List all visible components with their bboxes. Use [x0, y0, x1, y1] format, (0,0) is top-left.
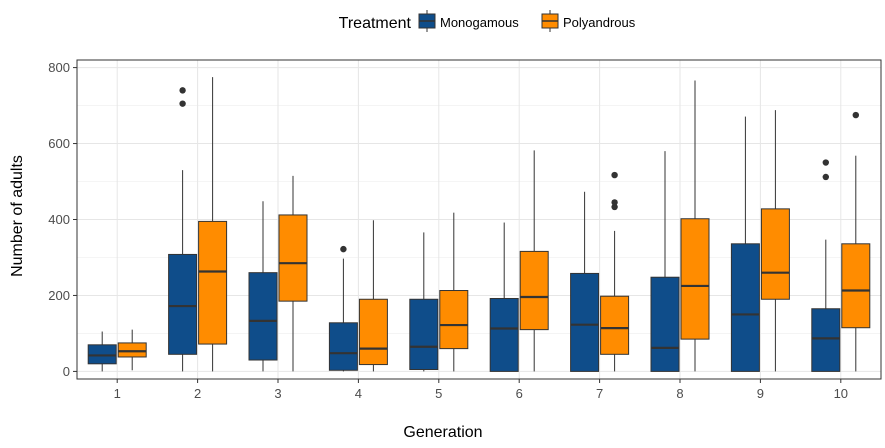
box-monogamous [87, 344, 117, 365]
x-tick-label: 9 [757, 386, 764, 401]
outlier-point [822, 173, 829, 181]
box-monogamous [409, 298, 439, 371]
x-tick-label: 5 [435, 386, 442, 401]
plot-area: 0 200 400 600 800 1 2 3 4 5 6 7 8 9 10 [48, 59, 882, 401]
box-polyandrous [841, 243, 871, 329]
box-monogamous [811, 308, 841, 372]
box-monogamous [328, 322, 358, 371]
legend-label-polyandrous: Polyandrous [563, 15, 636, 30]
box-polyandrous [198, 220, 228, 345]
x-tick-label: 4 [355, 386, 362, 401]
box-monogamous [570, 272, 600, 372]
outlier-point [611, 171, 618, 179]
outlier-point [611, 199, 618, 206]
y-axis-label: Number of adults [9, 155, 26, 277]
outlier-point [179, 87, 186, 94]
legend-title: Treatment [339, 15, 412, 32]
x-tick-label: 2 [194, 386, 201, 401]
outlier-point [340, 245, 347, 253]
y-tick-label: 800 [48, 60, 70, 75]
box-polyandrous [600, 295, 630, 355]
x-tick-label: 8 [676, 386, 683, 401]
x-axis-label: Generation [403, 424, 482, 441]
box-polyandrous [760, 208, 790, 300]
x-tick-label: 3 [274, 386, 281, 401]
outlier-point [822, 159, 829, 166]
box-monogamous [168, 253, 198, 355]
box-monogamous [650, 276, 680, 372]
box-polyandrous [278, 214, 308, 302]
x-tick-label: 10 [834, 386, 848, 401]
outlier-point [611, 203, 618, 211]
box-polyandrous [358, 298, 388, 366]
box-monogamous [489, 297, 519, 372]
x-tick-label: 1 [114, 386, 121, 401]
y-tick-label: 200 [48, 288, 70, 303]
box-monogamous [248, 272, 278, 361]
x-tick-label: 6 [516, 386, 523, 401]
outlier-point [179, 100, 186, 107]
box-monogamous [730, 243, 760, 372]
legend: Treatment Monogamous Polyandrous [339, 10, 636, 32]
y-tick-label: 400 [48, 212, 70, 227]
box-polyandrous [439, 290, 469, 350]
y-tick-label: 0 [63, 364, 70, 379]
box-polyandrous [680, 218, 710, 340]
y-tick-label: 600 [48, 136, 70, 151]
x-tick-label: 7 [596, 386, 603, 401]
box-polyandrous [519, 250, 549, 331]
box-polyandrous [117, 342, 147, 358]
outlier-point [852, 111, 859, 119]
legend-label-monogamous: Monogamous [440, 15, 519, 30]
